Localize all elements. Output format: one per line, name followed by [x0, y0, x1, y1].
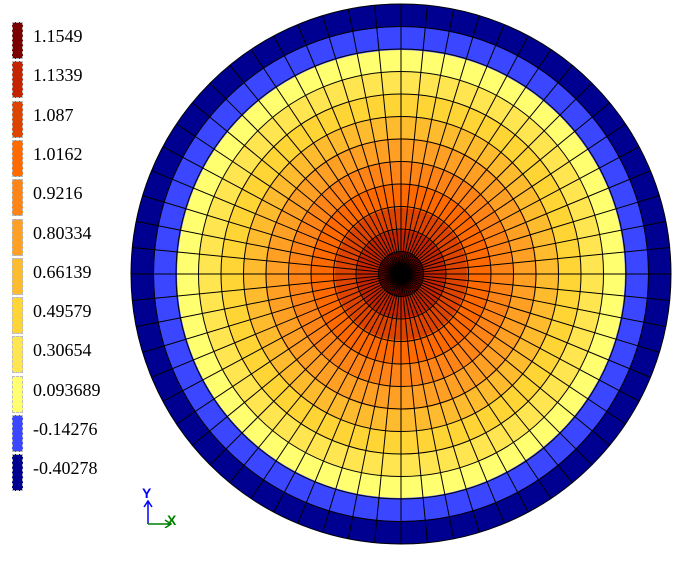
mesh-spoke [229, 273, 402, 484]
mesh-spoke [400, 15, 480, 275]
mesh-spoke [400, 146, 640, 275]
mesh-spoke [142, 195, 402, 275]
mesh-spoke [400, 220, 666, 275]
legend-label: 1.1549 [33, 26, 83, 46]
legend-label: 0.49579 [33, 301, 92, 322]
mesh-spoke [209, 273, 402, 466]
mesh-spoke [400, 49, 552, 275]
mesh-spoke [347, 9, 402, 275]
legend-label: 0.093689 [33, 379, 101, 400]
mesh-spoke [400, 195, 660, 275]
center-node [394, 264, 408, 284]
mesh-spoke [400, 273, 640, 402]
legend-label: 1.0162 [33, 143, 83, 164]
legend-label: 0.30654 [33, 340, 92, 361]
mesh-spoke [132, 247, 402, 275]
mesh-spoke [162, 273, 402, 402]
mesh-spoke [400, 5, 428, 275]
mesh-spoke [400, 273, 670, 301]
mesh-spoke [400, 273, 455, 539]
mesh-spoke [273, 273, 402, 513]
mesh-spoke [400, 273, 573, 484]
legend-swatch [12, 22, 23, 59]
mesh-spoke [400, 82, 593, 275]
mesh-spoke [400, 273, 552, 499]
legend-label: -0.14276 [33, 419, 98, 439]
mesh-spoke [209, 82, 402, 275]
mesh-spoke [400, 9, 455, 275]
mesh-spoke [400, 123, 626, 275]
mesh-spoke [191, 273, 402, 446]
mesh-spoke [322, 15, 402, 275]
legend-swatch [12, 179, 23, 217]
legend-swatch [12, 100, 23, 138]
mesh-spoke [400, 273, 626, 425]
axis-arrows-icon [143, 499, 173, 528]
mesh-spoke [374, 5, 402, 275]
mesh-spoke [273, 35, 402, 275]
legend-swatch [12, 336, 23, 374]
legend-label: 1.087 [33, 104, 74, 125]
legend-label: 1.1339 [33, 65, 83, 86]
mesh-spoke [400, 247, 670, 275]
mesh-spoke [322, 273, 402, 533]
mesh-spoke [400, 24, 505, 275]
mesh-spoke [151, 273, 402, 378]
mesh-spoke [400, 273, 428, 543]
legend-label: -0.40278 [33, 458, 98, 479]
mesh-spoke [400, 273, 480, 533]
mesh-spoke [400, 170, 651, 275]
mesh-spoke [191, 102, 402, 275]
mesh-spoke [400, 273, 529, 513]
legend-swatch [12, 139, 23, 177]
mesh-spoke [176, 123, 402, 275]
mesh-spoke [136, 220, 402, 275]
mesh-spoke [400, 273, 593, 466]
legend-swatch [12, 218, 23, 256]
mesh-spoke [176, 273, 402, 425]
mesh-spoke [132, 273, 402, 301]
legend-swatch [12, 415, 23, 452]
mesh-spoke [400, 273, 666, 328]
x-axis-label: X [167, 512, 177, 528]
mesh-spoke [136, 273, 402, 328]
mesh-spoke [297, 24, 402, 275]
mesh-spoke [229, 64, 402, 275]
mesh-spoke [250, 273, 402, 499]
mesh-spoke [374, 273, 402, 543]
mesh-spoke [400, 273, 651, 378]
legend-swatch [12, 61, 23, 99]
legend-label: 0.66139 [33, 261, 92, 282]
legend-label: 0.80334 [33, 222, 92, 243]
mesh-spoke [400, 35, 529, 275]
mesh-spoke [400, 273, 505, 524]
mesh-spoke [400, 273, 611, 446]
mesh-spoke [400, 102, 611, 275]
legend-label: 0.9216 [33, 183, 83, 204]
mesh-spoke [250, 49, 402, 275]
mesh-spoke [151, 170, 402, 275]
mesh-spoke [347, 273, 402, 539]
mesh-spoke [400, 273, 660, 353]
mesh-spoke [400, 64, 573, 275]
legend-swatch [12, 454, 23, 492]
legend-swatch [12, 257, 23, 295]
y-axis-label: Y [142, 485, 152, 501]
mesh-spoke [162, 146, 402, 275]
mesh-spoke [297, 273, 402, 524]
legend-swatch [12, 375, 23, 413]
legend-swatch [12, 297, 23, 335]
mesh-spoke [142, 273, 402, 353]
